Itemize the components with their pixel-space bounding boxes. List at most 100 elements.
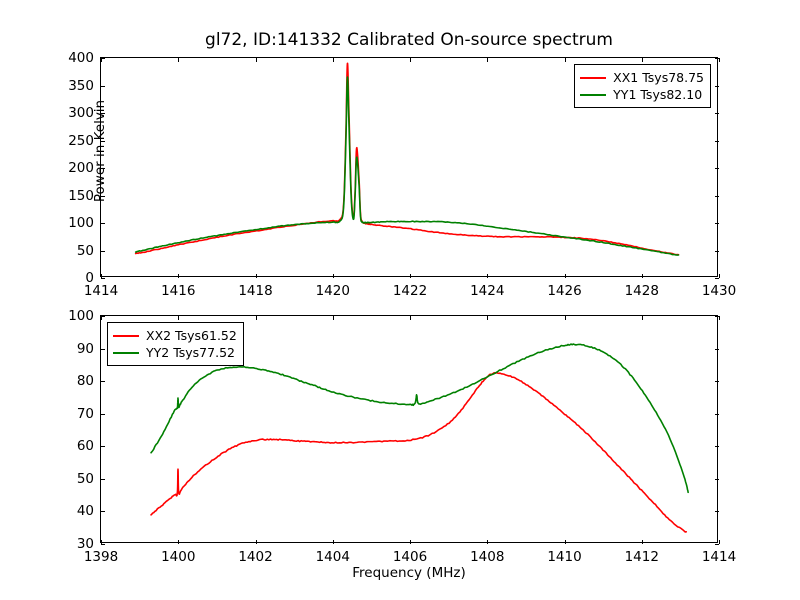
axis-tick-mark (101, 278, 105, 279)
axis-tick-mark (715, 86, 719, 87)
axis-tick-mark (256, 316, 257, 320)
axis-tick-mark (642, 274, 643, 278)
y-axis-tick-label: 200 (68, 160, 94, 176)
y-axis-tick-label: 100 (68, 215, 94, 231)
axis-tick-mark (101, 479, 105, 480)
y-axis-tick-label: 90 (76, 340, 94, 357)
x-axis-tick-label: 1428 (624, 283, 659, 299)
axis-tick-mark (715, 544, 719, 545)
x-axis-tick-label: 1412 (624, 549, 659, 565)
axis-tick-mark (101, 251, 105, 252)
axis-tick-mark (101, 58, 102, 62)
figure-title: gl72, ID:141332 Calibrated On-source spe… (205, 30, 613, 50)
axis-tick-mark (487, 316, 488, 320)
axis-tick-mark (487, 274, 488, 278)
axis-tick-mark (565, 274, 566, 278)
axis-tick-mark (565, 540, 566, 544)
axis-tick-mark (565, 316, 566, 320)
axis-tick-mark (101, 168, 105, 169)
x-axis-tick-label: 1430 (701, 283, 737, 299)
axis-tick-mark (487, 58, 488, 62)
series-line (150, 343, 689, 494)
axis-tick-mark (256, 58, 257, 62)
x-axis-tick-label: 1398 (83, 549, 119, 565)
axis-tick-mark (101, 316, 102, 320)
axis-tick-mark (719, 274, 720, 278)
y-axis-tick-label: 30 (76, 536, 94, 552)
legend-label: YY2 Tsys77.52 (146, 344, 235, 360)
axis-tick-mark (101, 196, 105, 197)
axis-tick-mark (101, 316, 105, 317)
axis-tick-mark (101, 544, 105, 545)
series-line (134, 76, 680, 256)
axis-tick-mark (715, 511, 719, 512)
y-axis-tick-label: 150 (68, 187, 94, 204)
x-axis-tick-label: 1426 (547, 283, 582, 299)
x-axis-tick-label: 1416 (161, 283, 196, 299)
axis-tick-mark (333, 316, 334, 320)
axis-tick-mark (178, 58, 179, 62)
y-axis-tick-label: 50 (76, 242, 94, 259)
axis-tick-mark (101, 86, 105, 87)
y-axis-tick-label: 400 (68, 50, 94, 66)
axis-tick-mark (101, 540, 102, 544)
axis-tick-mark (487, 540, 488, 544)
top-spectrum-axes: Power in Kelvin 0 50 100 150 200 250 300 350 400… (68, 50, 736, 299)
axis-tick-mark (101, 223, 105, 224)
legend-line-swatch (113, 334, 139, 337)
axis-tick-mark (101, 58, 105, 59)
x-axis-tick-label: 1402 (238, 549, 273, 565)
axis-tick-mark (333, 274, 334, 278)
legend-item: XX1 Tsys78.75 (580, 69, 704, 86)
x-axis-tick-label: 1406 (392, 549, 428, 565)
axis-tick-mark (410, 58, 411, 62)
legend-item: XX2 Tsys61.52 (113, 327, 237, 344)
axis-tick-mark (715, 479, 719, 480)
x-axis-tick-label: 1418 (238, 283, 273, 299)
axis-tick-mark (715, 223, 719, 224)
legend-line-swatch (113, 351, 139, 354)
x-axis-tick-label: 1404 (315, 549, 350, 565)
axis-tick-mark (410, 316, 411, 320)
axis-tick-mark (715, 113, 719, 114)
axis-tick-mark (101, 274, 102, 278)
y-axis-tick-label: 350 (68, 77, 94, 94)
axis-tick-mark (101, 381, 105, 382)
axis-tick-mark (333, 540, 334, 544)
axis-tick-mark (178, 316, 179, 320)
x-axis-tick-label: 1414 (701, 549, 737, 565)
x-axis-tick-label: 1424 (470, 283, 505, 299)
top-legend: XX1 Tsys78.75 YY1 Tsys82.10 (574, 64, 711, 108)
axis-tick-mark (715, 168, 719, 169)
top-y-axis-label: Power in Kelvin (92, 99, 109, 203)
legend-line-swatch (580, 76, 607, 79)
bottom-spectrum-plot (150, 343, 689, 533)
axis-tick-mark (101, 414, 105, 415)
axis-tick-mark (101, 511, 105, 512)
y-axis-tick-label: 100 (68, 308, 94, 324)
x-axis-tick-label: 1420 (315, 283, 350, 299)
legend-item: YY2 Tsys77.52 (113, 344, 237, 361)
axis-tick-mark (178, 540, 179, 544)
legend-label: XX2 Tsys61.52 (146, 327, 237, 343)
x-axis-tick-label: 1410 (547, 549, 582, 565)
y-axis-tick-label: 50 (76, 470, 94, 487)
y-axis-tick-label: 0 (85, 270, 94, 286)
y-axis-tick-label: 40 (76, 503, 94, 520)
legend-label: YY1 Tsys82.10 (613, 86, 703, 102)
top-spectrum-plot (134, 62, 680, 256)
axis-tick-mark (101, 349, 105, 350)
axis-tick-mark (715, 141, 719, 142)
axis-tick-mark (565, 58, 566, 62)
legend-line-swatch (580, 93, 607, 96)
axis-tick-mark (101, 113, 105, 114)
axis-tick-mark (715, 58, 719, 59)
axis-tick-mark (410, 540, 411, 544)
axis-tick-mark (719, 540, 720, 544)
axis-tick-mark (642, 316, 643, 320)
y-axis-tick-label: 70 (76, 405, 94, 422)
axis-tick-mark (642, 540, 643, 544)
axis-tick-mark (715, 381, 719, 382)
axis-tick-mark (256, 540, 257, 544)
axis-tick-mark (256, 274, 257, 278)
